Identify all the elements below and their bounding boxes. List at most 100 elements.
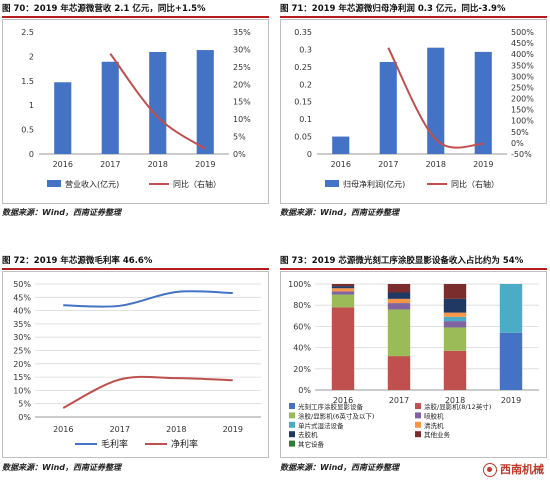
- bar: [427, 47, 445, 154]
- y-tick-label: 0.25: [294, 63, 312, 72]
- legend-label: 毛利率: [101, 438, 128, 450]
- y-tick-label: 0.2: [299, 80, 312, 89]
- chart-frame: 0% 20% 40% 60% 80% 100% 2016 2017 2018 2019 光刻工序涂胶…: [280, 271, 547, 458]
- y-tick-label: 30%: [13, 333, 31, 342]
- bar: [54, 82, 72, 154]
- series-line: [63, 290, 233, 308]
- series-line: [109, 53, 206, 150]
- x-tick-label: 2017: [110, 425, 130, 434]
- bar: [474, 51, 492, 154]
- stacked-bar-segment: [443, 321, 467, 328]
- chart-frame: 0% 5% 10% 15% 20% 25% 30% 35% 40% 45% 50% 2016 2017 2…: [2, 271, 269, 458]
- x-tick-label: 2018: [445, 396, 465, 405]
- y2-tick-label: 300%: [511, 72, 534, 81]
- y2-tick-label: 450%: [511, 39, 534, 48]
- x-tick-label: 2017: [389, 396, 409, 405]
- y-tick-label: 40%: [293, 344, 311, 353]
- legend-label: 同比（右轴）: [451, 179, 499, 189]
- y2-tick-label: 500%: [511, 28, 534, 37]
- x-tick-label: 2016: [53, 160, 73, 169]
- bar: [149, 52, 167, 155]
- chart-title: 图 73：2019 芯源微光刻工序涂胶显影设备收入占比约为 54%: [280, 256, 524, 266]
- stacked-bar-segment: [387, 309, 411, 357]
- chart-frame: 0 0.05 0.1 0.15 0.2 0.25 0.3 0.35 -50% 0% 50% 100% 1…: [280, 19, 547, 204]
- legend-label: 涂胶/显影机(8/12英寸): [424, 402, 491, 411]
- series-line: [62, 375, 233, 409]
- legend-swatch: [289, 403, 295, 409]
- y2-tick-label: 5%: [233, 133, 246, 142]
- stacked-bar-segment: [331, 288, 355, 292]
- y-tick-label: 1.5: [21, 77, 34, 86]
- source-note: 数据来源：Wind，西南证券整理: [280, 463, 399, 472]
- profit-chart: 0 0.05 0.1 0.15 0.2 0.25 0.3 0.35 -50% 0% 50% 100% 1…: [294, 28, 534, 189]
- y-tick-label: 10%: [13, 386, 31, 395]
- stacked-bar-segment: [331, 307, 355, 390]
- legend-label: 光刻工序涂胶显影设备: [298, 402, 364, 411]
- y-tick-label: 40%: [13, 307, 31, 316]
- margin-chart: 0% 5% 10% 15% 20% 25% 30% 35% 40% 45% 50% 2016 2017 2…: [13, 280, 261, 450]
- y2-tick-label: 30%: [233, 45, 251, 54]
- y-tick-label: 0: [29, 150, 34, 159]
- x-tick-label: 2016: [333, 396, 353, 405]
- stacked-bar-segment: [387, 298, 411, 304]
- legend-label: 去胶机: [298, 430, 318, 439]
- y2-tick-label: 250%: [511, 83, 534, 92]
- stacked-bar-segment: [443, 312, 467, 317]
- stacked-bar-segment: [331, 286, 355, 289]
- y2-tick-label: 200%: [511, 95, 534, 104]
- stacked-bar-segment: [387, 292, 411, 299]
- stacked-bar-segment: [331, 294, 355, 308]
- y-tick-label: 25%: [13, 347, 31, 356]
- y-tick-label: 60%: [293, 322, 311, 331]
- y-tick-label: 5%: [18, 400, 31, 409]
- chart-title: 图 70：2019 年芯源微营收 2.1 亿元，同比+1.5%: [2, 4, 206, 14]
- title-rule: [280, 268, 547, 270]
- legend-label: 清洗机: [424, 421, 444, 430]
- stacked-bar-segment: [443, 316, 467, 322]
- legend-label: 涂胶/显影机(6英寸及以下): [298, 411, 374, 420]
- y2-tick-label: 15%: [233, 98, 251, 107]
- y2-tick-label: -50%: [511, 150, 532, 159]
- legend-swatch: [289, 440, 295, 447]
- legend-label: 其它设备: [298, 440, 325, 449]
- x-tick-label: 2017: [100, 160, 120, 169]
- y-tick-label: 0.15: [294, 98, 312, 107]
- stack-chart: 0% 20% 40% 60% 80% 100% 2016 2017 2018 2019 光刻工序涂胶…: [288, 280, 539, 449]
- x-tick-label: 2016: [53, 425, 73, 434]
- x-tick-label: 2018: [426, 160, 446, 169]
- y2-tick-label: 50%: [511, 128, 529, 137]
- y-tick-label: 50%: [13, 280, 31, 289]
- x-tick-label: 2019: [223, 425, 243, 434]
- revenue-chart: 0 0.5 1 1.5 2 2.5 0% 5% 10% 15% 20% 25% 30% 35% 2016 20…: [21, 28, 251, 189]
- chart-title: 图 72：2019 年芯源微毛利率 46.6%: [2, 256, 153, 266]
- y-tick-label: 100%: [288, 280, 311, 289]
- y-tick-label: 0.3: [299, 45, 312, 54]
- x-tick-label: 2016: [331, 160, 351, 169]
- y-tick-label: 20%: [293, 365, 311, 374]
- y-tick-label: 35%: [13, 320, 31, 329]
- chart-frame: 0 0.5 1 1.5 2 2.5 0% 5% 10% 15% 20% 25% 30% 35% 2016 20…: [2, 19, 269, 204]
- stacked-bar-segment: [443, 298, 467, 313]
- y-tick-label: 0.05: [294, 133, 312, 142]
- y-tick-label: 1: [29, 101, 34, 110]
- y-tick-label: 2: [29, 52, 34, 61]
- legend-label: 净利率: [171, 438, 198, 450]
- x-tick-label: 2019: [473, 160, 493, 169]
- y2-tick-label: 25%: [233, 63, 251, 72]
- stacked-bar-segment: [331, 284, 355, 287]
- chart-title: 图 71：2019 年芯源微归母净利润 0.3 亿元，同比-3.9%: [280, 4, 506, 14]
- legend-swatch: [289, 421, 295, 428]
- logo-icon: [483, 463, 497, 477]
- legend-swatch: [289, 412, 295, 419]
- bar: [332, 136, 350, 154]
- x-tick-label: 2017: [378, 160, 398, 169]
- stacked-bar-segment: [443, 284, 467, 299]
- legend-swatch: [415, 431, 421, 438]
- legend-label: 同比（右轴）: [173, 179, 221, 189]
- title-rule: [280, 16, 547, 18]
- y2-tick-label: 0%: [511, 139, 524, 148]
- watermark-text: 西南机械: [500, 463, 544, 476]
- y2-tick-label: 10%: [233, 115, 251, 124]
- legend-swatch: [47, 180, 61, 187]
- y2-tick-label: 20%: [233, 80, 251, 89]
